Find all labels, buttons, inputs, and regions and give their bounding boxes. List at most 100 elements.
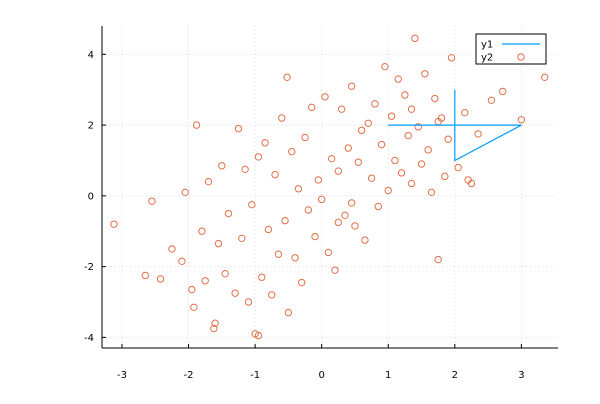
y2-point — [298, 278, 306, 287]
y2-point — [238, 234, 246, 243]
y2-point — [517, 116, 526, 124]
y2-point — [321, 93, 329, 101]
legend-label-y1: y1 — [481, 40, 493, 51]
y2-point — [444, 135, 452, 143]
y2-point — [454, 163, 462, 172]
y2-point — [201, 277, 209, 285]
y2-point — [110, 220, 118, 228]
y2-point — [354, 158, 362, 166]
y2-point — [361, 236, 369, 244]
y2-point — [407, 179, 416, 188]
x-tick-label: 3 — [518, 370, 524, 381]
y2-point — [357, 126, 366, 135]
legend-circle-symbol — [517, 53, 525, 61]
y-tick-label: -2 — [84, 262, 94, 273]
y2-point — [434, 255, 442, 264]
y2-point — [190, 303, 198, 312]
y2-point — [210, 324, 218, 333]
y2-point — [288, 147, 296, 156]
y2-point — [234, 124, 243, 133]
y-tick-label: -4 — [84, 333, 94, 344]
legend-box — [475, 33, 547, 65]
y2-point — [401, 91, 409, 99]
y2-point — [231, 289, 239, 297]
y2-point — [337, 105, 346, 113]
y2-point — [314, 176, 323, 184]
y2-point — [284, 308, 293, 317]
y2-point — [364, 119, 372, 128]
y2-point — [414, 123, 422, 131]
y2-point — [391, 156, 399, 165]
y2-point — [294, 185, 303, 193]
y2-point — [447, 54, 456, 62]
y2-point — [218, 162, 226, 170]
y2-point — [347, 82, 356, 90]
y2-point — [214, 239, 223, 248]
tick-labels: -3 -2 -1 0 1 2 3 -4 -2 0 2 4 — [84, 50, 525, 381]
y2-point — [244, 298, 253, 306]
y2-point — [304, 206, 313, 214]
x-tick-label: 1 — [385, 370, 391, 381]
x-tick-label: 2 — [452, 370, 458, 381]
y2-point — [331, 266, 339, 274]
y-tick-label: 0 — [88, 191, 94, 202]
y2-point — [271, 170, 279, 179]
y2-point — [499, 87, 507, 96]
y2-point — [281, 216, 289, 225]
y2-point — [156, 275, 165, 283]
y-tick-label: 4 — [88, 50, 94, 61]
y2-point — [324, 248, 333, 257]
y2-point — [417, 160, 426, 168]
y2-point — [261, 139, 269, 147]
y2-point — [384, 186, 392, 195]
y2-point — [487, 96, 496, 105]
y2-point — [264, 225, 273, 234]
y1-line — [388, 89, 522, 162]
y2-point — [371, 100, 379, 108]
y2-point — [540, 73, 549, 82]
y2-point — [317, 195, 326, 204]
x-tick-label: 0 — [318, 370, 324, 381]
y2-point — [411, 34, 419, 43]
y2-point — [441, 172, 449, 181]
y2-point — [248, 200, 256, 209]
y1-line-series — [388, 89, 522, 162]
y2-point — [307, 103, 316, 112]
y-tick-label: 2 — [88, 121, 94, 132]
y2-point — [254, 331, 263, 340]
y2-point — [311, 232, 319, 241]
y2-point — [377, 140, 386, 149]
y2-point — [351, 222, 359, 230]
x-tick-label: -3 — [117, 370, 127, 381]
axes — [101, 26, 558, 349]
y2-point — [291, 254, 299, 262]
y2-point — [148, 197, 156, 205]
y2-point — [188, 285, 196, 294]
y2-point — [467, 179, 476, 188]
y2-point — [192, 121, 201, 129]
y2-point — [283, 73, 291, 82]
y2-point — [178, 257, 186, 266]
y2-point — [431, 94, 439, 103]
y2-point — [204, 177, 213, 186]
y2-point — [461, 108, 469, 117]
y2-point — [254, 153, 263, 161]
y2-point — [334, 167, 343, 175]
y2-point — [301, 133, 309, 142]
y2-point — [168, 245, 176, 253]
y2-point — [387, 112, 396, 120]
y2-point — [334, 218, 343, 227]
y2-point — [394, 75, 402, 83]
y2-point — [404, 131, 412, 140]
y2-point — [424, 146, 432, 154]
legend-label-y2: y2 — [481, 53, 493, 64]
y2-points — [110, 34, 549, 340]
y2-point — [211, 319, 219, 327]
y2-point — [397, 169, 406, 177]
y2-point — [274, 250, 283, 258]
y2-point — [407, 105, 416, 113]
y2-point — [198, 227, 206, 235]
